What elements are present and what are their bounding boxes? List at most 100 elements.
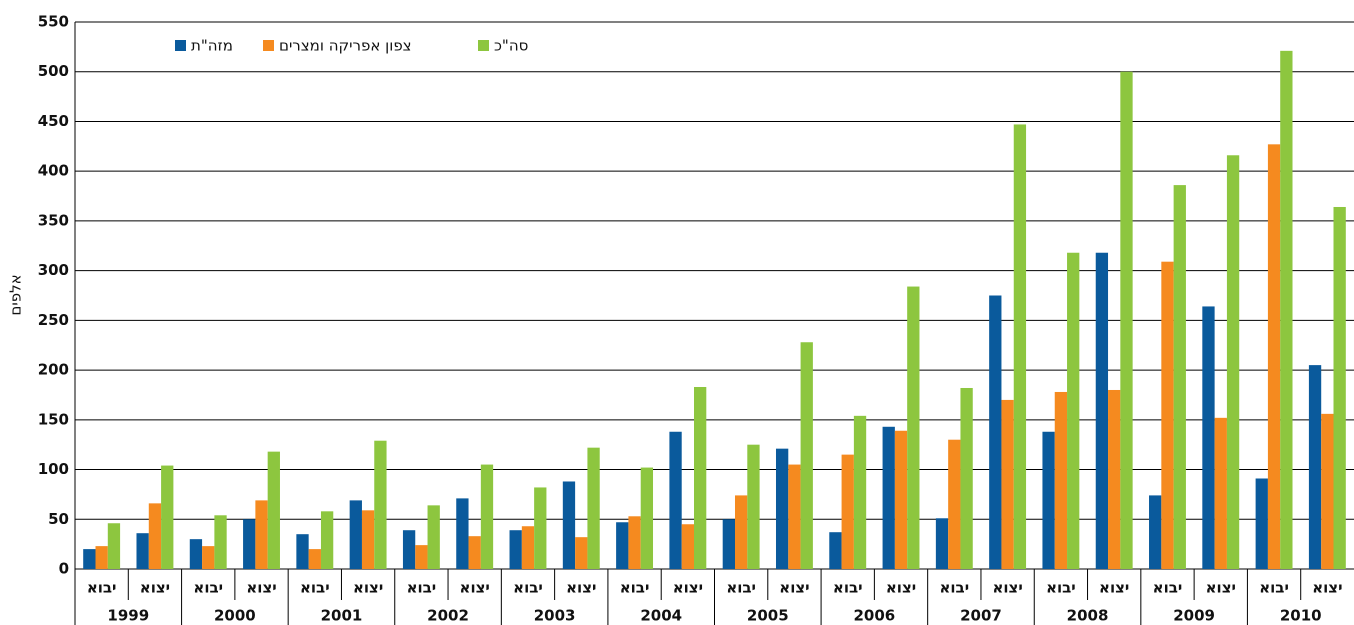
x-tick-label: יבוא <box>1259 579 1289 597</box>
legend-label: סה"כ <box>494 37 528 55</box>
x-tick-label: יבוא <box>833 579 863 597</box>
x-tick-label: יבוא <box>193 579 223 597</box>
bar <box>480 464 494 569</box>
x-tick-label: יבוא <box>939 579 969 597</box>
group-label: 2000 <box>214 607 256 625</box>
y-tick-label: 450 <box>38 112 69 130</box>
bar <box>189 539 203 569</box>
y-tick-label: 0 <box>59 560 69 578</box>
x-tick-label: יבוא <box>620 579 650 597</box>
bar <box>694 386 707 569</box>
bar <box>628 516 641 569</box>
bar <box>107 523 121 569</box>
bar <box>1267 144 1281 569</box>
bar <box>1173 185 1186 569</box>
x-tick-label: יצוא <box>779 579 809 597</box>
bar <box>894 430 908 569</box>
y-tick-label: 150 <box>38 410 69 428</box>
bar <box>882 426 895 569</box>
y-tick-label: 200 <box>38 361 69 379</box>
legend-swatch <box>478 40 489 51</box>
x-tick-label: יבוא <box>87 579 117 597</box>
y-tick-label: 500 <box>38 62 69 80</box>
bar <box>1054 391 1068 569</box>
bar <box>148 503 162 569</box>
bar <box>1226 155 1240 569</box>
bar <box>1255 478 1268 569</box>
legend-swatch <box>175 40 186 51</box>
bar <box>1280 50 1293 570</box>
bar <box>1321 413 1334 569</box>
group-label: 1999 <box>107 607 149 625</box>
y-tick-label: 100 <box>38 460 69 478</box>
bar <box>214 515 227 569</box>
bar <box>415 545 428 569</box>
bar <box>1001 399 1014 569</box>
x-tick-label: יבוא <box>1153 579 1183 597</box>
x-tick-label: יבוא <box>513 579 543 597</box>
bar <box>775 448 789 569</box>
legend-label: מזה"ת <box>191 37 233 55</box>
bar <box>935 518 949 569</box>
y-tick-label: 400 <box>38 162 69 180</box>
bar <box>243 519 256 569</box>
bar <box>853 415 867 569</box>
bar <box>1108 389 1121 569</box>
y-tick-label: 50 <box>48 510 69 528</box>
bar <box>136 533 149 569</box>
x-tick-label: יצוא <box>353 579 383 597</box>
x-tick-label: יצוא <box>992 579 1022 597</box>
bar <box>722 519 735 569</box>
bar <box>1308 365 1322 569</box>
bar <box>587 447 600 569</box>
bar <box>747 444 760 569</box>
group-label: 2004 <box>640 607 682 625</box>
bar <box>1214 417 1227 569</box>
bar <box>161 465 174 569</box>
y-axis-label: אלפים <box>7 274 25 315</box>
x-tick-label: יבוא <box>1046 579 1076 597</box>
bar <box>308 549 321 569</box>
bar <box>1120 71 1133 570</box>
bar <box>374 440 387 569</box>
bar <box>509 530 522 569</box>
bar <box>669 431 682 569</box>
bar <box>948 439 961 569</box>
x-tick-label: יצוא <box>460 579 490 597</box>
bar <box>1095 252 1109 569</box>
bar <box>575 537 588 569</box>
x-tick-label: יצוא <box>246 579 276 597</box>
bar <box>788 464 801 569</box>
y-tick-label: 550 <box>38 13 69 31</box>
bar <box>800 342 813 569</box>
bar <box>841 454 854 569</box>
bar <box>681 524 695 569</box>
x-tick-label: יצוא <box>566 579 596 597</box>
x-tick-label: יבוא <box>726 579 756 597</box>
bar <box>1202 306 1215 569</box>
bar <box>402 530 416 569</box>
y-tick-label: 350 <box>38 211 69 229</box>
legend-label: צפון אפריקה ומצרים <box>279 37 412 55</box>
x-tick-label: יצוא <box>1312 579 1342 597</box>
x-tick-label: יבוא <box>407 579 437 597</box>
bar <box>1333 206 1346 569</box>
group-label: 2006 <box>854 607 896 625</box>
bar <box>95 546 108 569</box>
x-tick-label: יבוא <box>300 579 330 597</box>
bar <box>640 467 654 569</box>
x-tick-label: יצוא <box>886 579 916 597</box>
bar <box>361 510 375 569</box>
x-tick-label: יצוא <box>673 579 703 597</box>
bar <box>534 487 547 569</box>
bar <box>1067 252 1080 569</box>
bar <box>468 536 481 569</box>
x-tick-label: יצוא <box>1206 579 1236 597</box>
group-label: 2005 <box>747 607 789 625</box>
bar <box>427 505 440 569</box>
group-label: 2003 <box>534 607 576 625</box>
bar <box>255 500 268 569</box>
bar <box>1149 495 1162 569</box>
bar <box>1042 431 1055 569</box>
